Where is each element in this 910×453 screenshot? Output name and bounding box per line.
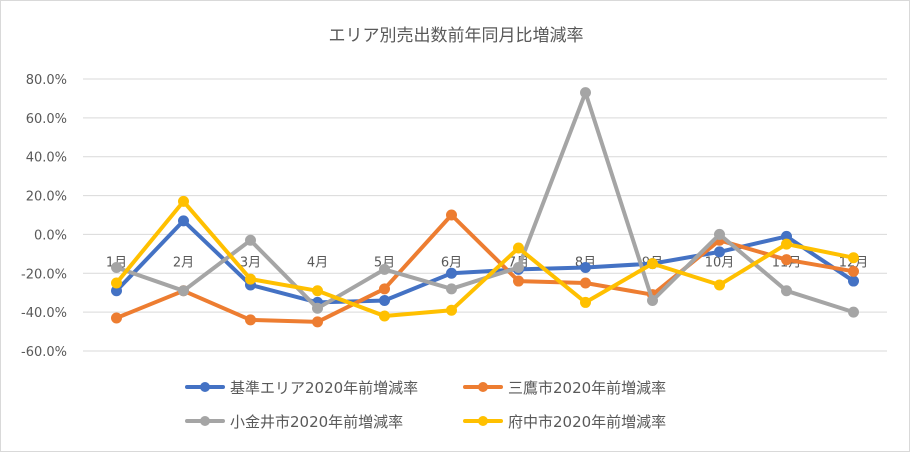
legend-item: 三鷹市2020年前増減率 [463,379,666,397]
data-point [312,316,323,328]
y-tick-label: -40.0% [21,306,67,321]
legend-item: 基準エリア2020年前増減率 [185,379,418,397]
data-point [580,277,591,289]
data-point [178,195,189,207]
data-point [781,254,792,266]
x-category-label: 3月 [240,255,261,270]
data-point [580,296,591,308]
y-tick-label: 20.0% [26,190,67,205]
data-point [245,234,256,246]
legend-item: 小金井市2020年前増減率 [185,413,403,431]
y-tick-label: 80.0% [26,73,67,88]
series-1 [111,215,859,308]
legend-swatch-marker [478,382,488,392]
series-4 [111,195,859,322]
data-point [714,279,725,291]
data-point [848,265,859,277]
data-point [379,263,390,275]
data-point [245,314,256,326]
legend-swatch-marker [200,382,210,392]
gridlines [83,78,887,352]
data-point [312,285,323,297]
data-point [446,267,457,279]
data-point [580,87,591,99]
data-point [513,275,524,287]
x-category-label: 10月 [705,255,735,270]
chart-title: エリア別売出数前年同月比増減率 [329,26,584,46]
y-tick-label: -20.0% [21,267,67,282]
data-point [848,275,859,287]
data-point [379,310,390,322]
y-tick-label: 40.0% [26,151,67,166]
y-tick-label: -60.0% [21,345,67,360]
data-point [647,294,658,306]
y-axis-tick-labels: 80.0% 60.0% 40.0% 20.0% 0.0% -20.0% -40.0% -60.… [21,73,67,360]
legend-label: 基準エリア2020年前増減率 [230,379,418,397]
data-point [111,312,122,324]
data-point [178,215,189,227]
data-point [513,261,524,273]
y-tick-label: 0.0% [34,228,67,243]
data-point [647,258,658,270]
data-point [781,238,792,250]
legend-swatch-marker [478,416,488,426]
data-point [379,283,390,295]
data-point [848,252,859,264]
data-point [781,285,792,297]
x-category-label: 2月 [173,255,194,270]
data-point [312,302,323,314]
legend-label: 三鷹市2020年前増減率 [508,379,666,397]
series-line [114,199,856,318]
x-category-label: 6月 [441,255,462,270]
data-point [446,209,457,221]
x-category-label: 4月 [307,255,328,270]
data-point [111,261,122,273]
data-point [714,228,725,240]
x-category-label: 5月 [374,255,395,270]
series-line [114,218,856,305]
data-point [178,285,189,297]
data-point [379,294,390,306]
data-point [848,306,859,318]
data-point [446,283,457,295]
legend-label: 府中市2020年前増減率 [508,413,666,431]
data-point [714,246,725,258]
data-point [513,242,524,254]
legend-item: 府中市2020年前増減率 [463,413,666,431]
y-tick-label: 60.0% [26,112,67,127]
legend-label: 小金井市2020年前増減率 [230,413,403,431]
data-point [580,261,591,273]
series-3 [111,87,859,318]
data-point [111,277,122,289]
legend-swatch-marker [200,416,210,426]
series-lines [111,87,859,328]
data-point [245,273,256,285]
data-point [446,304,457,316]
